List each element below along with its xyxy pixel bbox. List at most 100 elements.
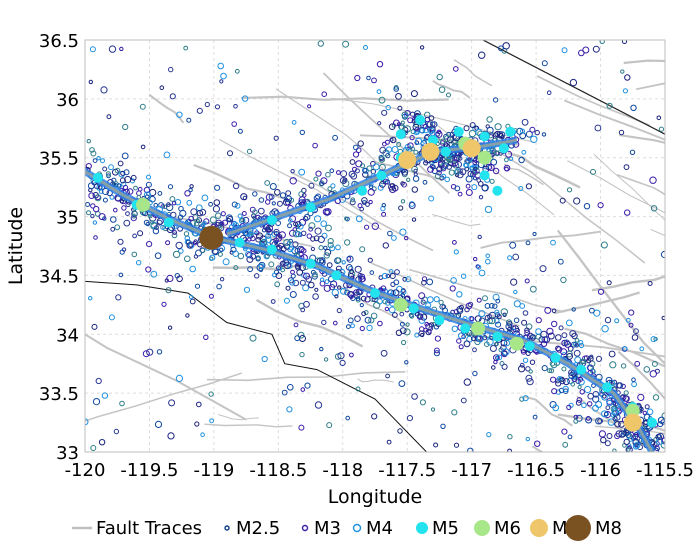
small-event-marker bbox=[186, 199, 193, 206]
small-event-marker bbox=[143, 219, 150, 226]
small-event-marker bbox=[507, 255, 513, 261]
small-event-marker bbox=[451, 325, 458, 332]
small-event-marker bbox=[487, 314, 492, 319]
small-event-marker bbox=[118, 171, 125, 178]
small-event-marker bbox=[604, 440, 611, 447]
small-event-marker bbox=[200, 222, 206, 228]
small-event-marker bbox=[387, 230, 393, 237]
small-event-marker bbox=[122, 184, 129, 191]
small-event-marker bbox=[368, 184, 374, 189]
small-event-marker bbox=[657, 432, 664, 440]
fault-trace bbox=[690, 125, 700, 157]
small-event-marker bbox=[626, 447, 631, 452]
small-event-marker bbox=[419, 399, 426, 406]
small-event-marker bbox=[484, 341, 490, 348]
small-event-marker bbox=[620, 363, 627, 369]
small-event-marker bbox=[456, 306, 464, 313]
small-event-marker bbox=[606, 102, 613, 109]
small-event-marker bbox=[465, 175, 473, 183]
fault-trace bbox=[374, 161, 443, 182]
small-event-marker bbox=[400, 292, 406, 298]
small-event-marker bbox=[237, 128, 243, 134]
small-event-marker bbox=[589, 307, 595, 314]
small-event-marker bbox=[459, 168, 467, 176]
small-event-marker bbox=[569, 330, 577, 338]
fault-trace bbox=[212, 262, 313, 271]
small-event-marker bbox=[319, 257, 326, 264]
small-event-marker bbox=[156, 219, 163, 226]
small-event-marker bbox=[327, 242, 334, 249]
event-marker-m5 bbox=[408, 303, 419, 314]
small-event-marker bbox=[422, 124, 428, 130]
small-event-marker bbox=[0, 109, 4, 113]
small-event-marker bbox=[525, 183, 533, 190]
small-event-marker bbox=[231, 121, 237, 127]
small-event-marker bbox=[411, 217, 417, 222]
small-event-marker bbox=[376, 298, 383, 305]
small-event-marker bbox=[597, 288, 605, 295]
small-event-marker bbox=[625, 317, 631, 323]
small-event-marker bbox=[486, 126, 494, 134]
small-event-marker bbox=[245, 251, 252, 258]
small-event-marker bbox=[600, 436, 607, 444]
small-event-marker bbox=[443, 135, 451, 143]
small-event-marker bbox=[426, 296, 434, 304]
small-event-marker bbox=[209, 216, 217, 224]
small-event-marker bbox=[505, 150, 513, 158]
small-event-marker bbox=[275, 272, 283, 280]
small-event-marker bbox=[636, 455, 639, 458]
small-event-marker bbox=[622, 88, 629, 94]
small-event-marker bbox=[227, 150, 233, 157]
grid-lines bbox=[85, 40, 665, 452]
small-event-marker bbox=[254, 273, 260, 279]
small-event-marker bbox=[24, 180, 28, 184]
small-event-marker bbox=[293, 221, 298, 227]
small-event-marker bbox=[453, 249, 459, 255]
small-event-marker bbox=[264, 180, 271, 186]
small-event-marker bbox=[203, 334, 209, 340]
small-event-marker bbox=[217, 225, 223, 230]
small-event-marker bbox=[340, 288, 347, 295]
small-event-marker bbox=[350, 172, 358, 180]
small-event-marker bbox=[246, 252, 253, 259]
small-event-marker bbox=[399, 321, 405, 327]
small-event-marker bbox=[518, 186, 524, 191]
small-event-marker bbox=[620, 69, 625, 74]
small-event-marker bbox=[241, 211, 247, 216]
small-event-marker bbox=[297, 331, 305, 339]
small-event-marker bbox=[255, 256, 261, 262]
small-event-marker bbox=[658, 126, 665, 132]
small-event-marker bbox=[314, 401, 323, 409]
small-event-marker bbox=[458, 304, 464, 310]
small-event-marker bbox=[526, 378, 534, 386]
small-event-marker bbox=[194, 283, 201, 289]
event-marker-m5 bbox=[266, 244, 277, 255]
event-marker-m5 bbox=[498, 143, 509, 154]
event-marker-m5 bbox=[357, 185, 368, 196]
small-event-marker bbox=[117, 238, 124, 245]
small-event-marker bbox=[547, 368, 553, 374]
small-event-marker bbox=[196, 209, 204, 217]
event-marker-m5 bbox=[492, 185, 503, 196]
small-event-marker bbox=[502, 348, 510, 356]
small-event-marker bbox=[167, 184, 174, 190]
small-event-marker bbox=[321, 319, 327, 326]
small-event-marker bbox=[114, 167, 121, 174]
event-marker-m6 bbox=[471, 321, 486, 336]
small-event-marker bbox=[199, 208, 207, 216]
small-event-marker bbox=[172, 230, 178, 235]
event-marker-m5 bbox=[440, 146, 451, 157]
small-event-marker bbox=[169, 196, 176, 202]
small-event-marker bbox=[504, 157, 509, 163]
small-event-marker bbox=[334, 294, 339, 299]
small-event-marker bbox=[89, 147, 95, 153]
small-event-marker bbox=[612, 416, 618, 422]
small-event-marker bbox=[453, 442, 460, 448]
small-event-marker bbox=[299, 246, 305, 253]
small-event-marker bbox=[314, 227, 322, 235]
small-event-marker bbox=[124, 175, 132, 184]
small-event-marker bbox=[525, 240, 531, 246]
event-marker-m5 bbox=[550, 352, 561, 363]
small-event-marker bbox=[541, 60, 548, 67]
small-event-marker bbox=[399, 311, 405, 317]
